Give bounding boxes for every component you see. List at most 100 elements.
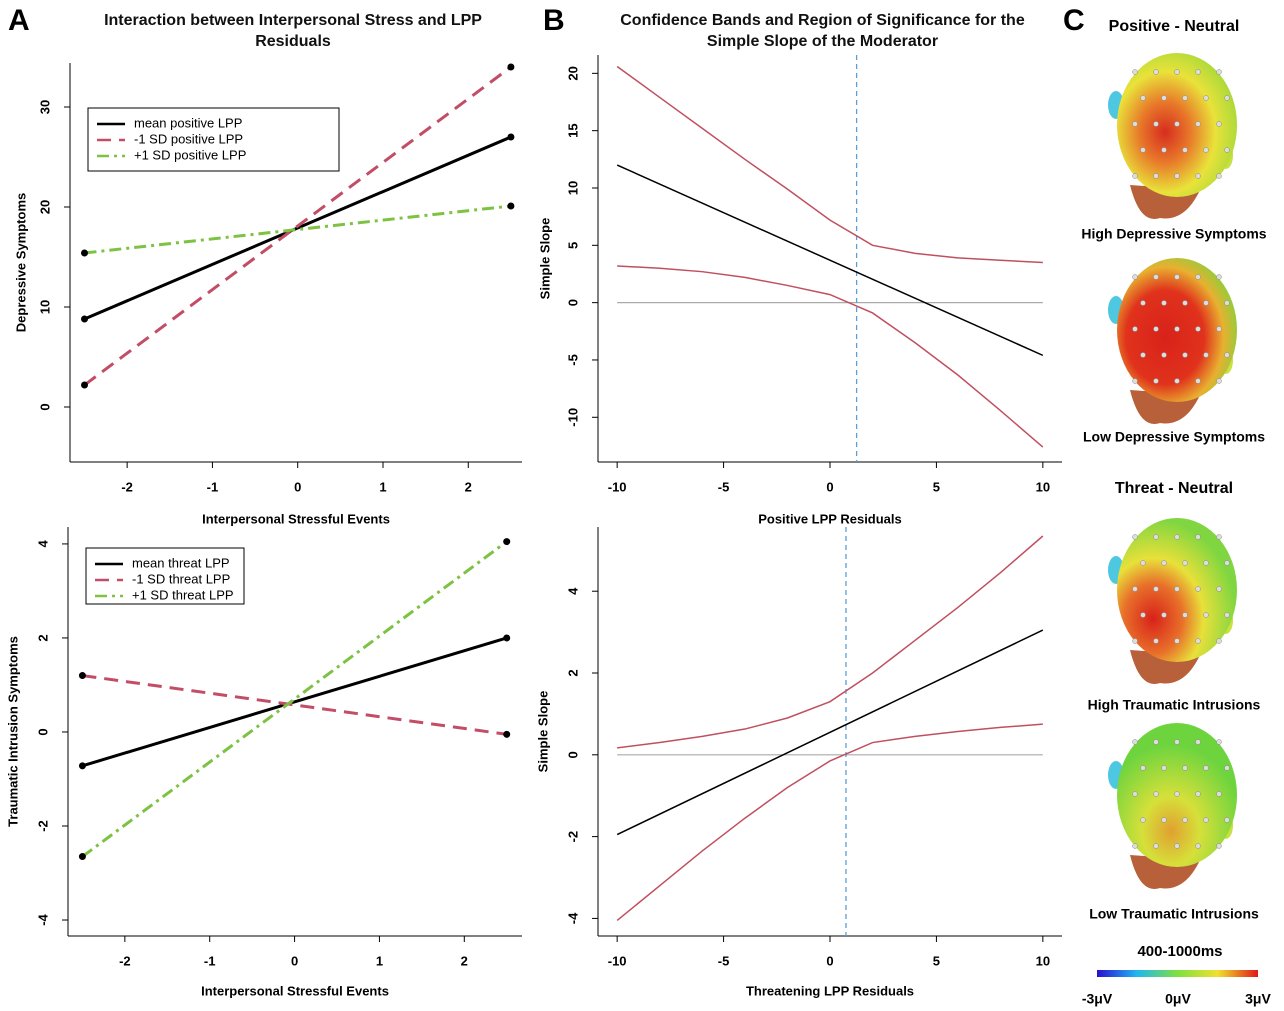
electrode [1140, 95, 1146, 101]
electrode [1153, 791, 1159, 797]
x-tick-label: -10 [608, 479, 627, 494]
electrode [1153, 378, 1159, 384]
topomap-title: Positive - Neutral [1109, 18, 1240, 35]
electrode [1216, 173, 1222, 179]
electrode [1174, 843, 1180, 849]
electrode [1132, 69, 1138, 75]
y-tick-label: 0 [35, 728, 50, 735]
electrode [1174, 534, 1180, 540]
y-tick-label: 4 [565, 587, 580, 595]
y-tick-label: -2 [35, 820, 50, 832]
legend-label: +1 SD threat LPP [132, 587, 234, 602]
y-tick-label: 20 [565, 66, 580, 80]
x-tick-label: 0 [826, 479, 833, 494]
electrode [1161, 300, 1167, 306]
electrode [1216, 121, 1222, 127]
electrode [1174, 638, 1180, 644]
electrode [1140, 612, 1146, 618]
y-tick-label: 0 [37, 403, 52, 410]
electrode [1216, 326, 1222, 332]
point [78, 762, 86, 770]
electrode [1216, 638, 1222, 644]
electrode [1132, 121, 1138, 127]
x-tick-label: -1 [204, 953, 216, 968]
x-tick-label: -5 [718, 479, 730, 494]
electrode [1182, 95, 1188, 101]
series-line [616, 164, 1044, 357]
electrode [1216, 791, 1222, 797]
electrode [1203, 300, 1209, 306]
electrode [1174, 121, 1180, 127]
electrode [1140, 817, 1146, 823]
y-tick-label: -4 [565, 912, 580, 924]
y-axis-label: Simple Slope [535, 691, 550, 773]
electrode [1224, 612, 1230, 618]
electrode [1174, 274, 1180, 280]
electrode [1195, 739, 1201, 745]
y-tick-label: 30 [37, 100, 52, 114]
electrode [1132, 586, 1138, 592]
y-tick-label: 20 [37, 200, 52, 214]
electrode [1182, 612, 1188, 618]
y-tick-label: -10 [565, 408, 580, 427]
electrode [1174, 791, 1180, 797]
x-tick-label: 10 [1036, 953, 1050, 968]
electrode [1140, 560, 1146, 566]
electrode [1153, 534, 1159, 540]
electrode [1216, 534, 1222, 540]
electrode [1195, 121, 1201, 127]
electrode [1195, 586, 1201, 592]
x-axis-label: Threatening LPP Residuals [746, 983, 914, 998]
electrode [1161, 612, 1167, 618]
series-line [83, 135, 512, 321]
series-line [616, 629, 1044, 836]
electrode [1174, 69, 1180, 75]
electrode [1161, 765, 1167, 771]
electrode [1132, 638, 1138, 644]
series-line [82, 674, 507, 736]
electrode [1224, 95, 1230, 101]
panel-letter: B [543, 4, 565, 37]
topomap-label: Low Traumatic Intrusions [1089, 906, 1259, 922]
x-tick-label: 0 [291, 953, 298, 968]
topomap-label: Low Depressive Symptoms [1083, 429, 1265, 445]
x-tick-label: 10 [1036, 479, 1050, 494]
electrode [1174, 739, 1180, 745]
electrode [1224, 300, 1230, 306]
x-tick-label: 2 [461, 953, 468, 968]
series-line [617, 535, 1044, 749]
electrode [1140, 765, 1146, 771]
electrode [1203, 817, 1209, 823]
x-tick-label: 5 [933, 953, 940, 968]
electrode [1195, 638, 1201, 644]
electrode [1153, 274, 1159, 280]
electrode [1195, 534, 1201, 540]
electrode [1195, 791, 1201, 797]
electrode [1224, 765, 1230, 771]
panel-letter: A [8, 4, 30, 37]
x-tick-label: -5 [718, 953, 730, 968]
topomap-title: Threat - Neutral [1115, 480, 1233, 497]
electrode [1153, 586, 1159, 592]
electrode [1153, 173, 1159, 179]
point [503, 538, 511, 546]
legend-box [87, 107, 340, 172]
electrode [1161, 560, 1167, 566]
x-tick-label: -10 [608, 953, 627, 968]
electrode [1140, 147, 1146, 153]
y-axis-label: Simple Slope [537, 218, 552, 300]
electrode [1132, 378, 1138, 384]
electrode [1216, 69, 1222, 75]
electrode [1132, 739, 1138, 745]
legend-box [85, 547, 245, 605]
electrode [1161, 95, 1167, 101]
electrode [1132, 274, 1138, 280]
point [78, 853, 86, 861]
electrode [1216, 586, 1222, 592]
point [503, 730, 511, 738]
x-axis-label: Interpersonal Stressful Events [202, 511, 390, 526]
colorbar-label: 0μV [1165, 991, 1191, 1007]
y-axis-label: Traumatic Intrusion Symptoms [5, 636, 20, 827]
y-tick-label: 2 [565, 669, 580, 676]
electrode [1132, 791, 1138, 797]
